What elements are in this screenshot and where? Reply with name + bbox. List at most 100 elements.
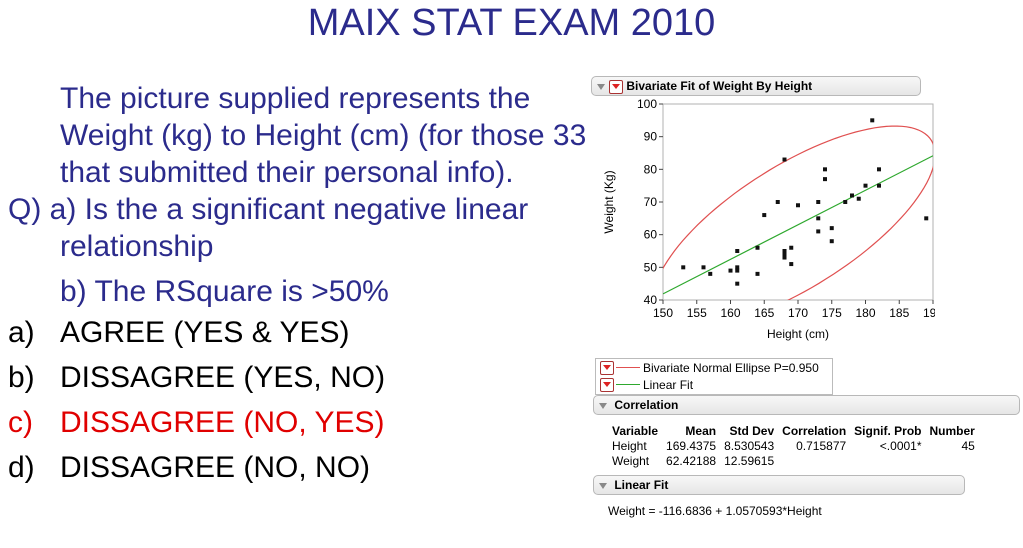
x-tick-label: 190 — [923, 306, 935, 320]
question-a: Q) a) Is the a significant negative line… — [8, 191, 590, 265]
question-b: b) The RSquare is >50% — [60, 275, 389, 308]
data-point — [708, 271, 713, 276]
legend-item-linear-fit: Linear Fit — [596, 376, 832, 393]
cell-variable: Height — [612, 439, 647, 453]
data-point — [735, 281, 740, 286]
option-d-text: DISSAGREE (NO, NO) — [60, 451, 371, 484]
option-c-label: c) — [8, 406, 33, 439]
option-b: b) DISSAGREE (YES, NO) — [8, 355, 590, 400]
x-tick-label: 165 — [754, 306, 774, 320]
cell-signif-prob: <.0001* — [879, 439, 922, 453]
col-correlation: Correlation — [782, 424, 847, 438]
data-point — [843, 200, 848, 204]
x-tick-label: 185 — [889, 306, 909, 320]
legend-swatch-ellipse — [616, 367, 640, 368]
fit-equation: Weight = -116.6836 + 1.0570593*Height — [608, 504, 822, 518]
x-tick-label: 170 — [788, 306, 808, 320]
linear-fit-title: Linear Fit — [614, 478, 669, 492]
cell-std-dev: 8.530543 — [724, 439, 775, 453]
bivariate-fit-title: Bivariate Fit of Weight By Height — [626, 79, 813, 93]
data-point — [782, 249, 787, 253]
cell-correlation — [778, 454, 850, 469]
data-point — [735, 268, 740, 273]
data-point — [775, 200, 780, 204]
plot-legend: Bivariate Normal Ellipse P=0.950 Linear … — [595, 358, 833, 395]
disclosure-triangle-icon[interactable] — [599, 402, 607, 409]
x-tick-label: 155 — [687, 306, 707, 320]
disclosure-triangle-icon[interactable] — [599, 482, 607, 489]
option-c-text: DISSAGREE (NO, YES) — [60, 406, 385, 439]
data-point — [789, 262, 794, 267]
red-triangle-menu-icon[interactable] — [600, 377, 614, 392]
data-point — [762, 213, 767, 218]
linear-fit-header[interactable]: Linear Fit — [593, 475, 965, 495]
y-tick-label: 50 — [644, 260, 658, 274]
question-a-prefix: Q) a) Is the a significant negative line… — [8, 193, 529, 226]
jmp-report: Bivariate Fit of Weight By Height 40 50 60… — [585, 72, 1023, 548]
data-point — [823, 167, 827, 172]
data-point — [816, 229, 821, 234]
legend-label-linear-fit: Linear Fit — [643, 377, 694, 392]
data-point — [796, 203, 800, 208]
cell-std-dev: 12.59615 — [724, 454, 775, 468]
option-a-text: AGREE (YES & YES) — [60, 316, 350, 349]
data-point — [735, 249, 740, 253]
data-point — [782, 157, 787, 162]
y-tick-label: 100 — [637, 98, 657, 111]
y-axis-label: Weight (Kg) — [602, 170, 616, 233]
x-axis-label: Height (cm) — [767, 327, 829, 341]
data-point — [681, 265, 686, 270]
disclosure-triangle-icon[interactable] — [597, 83, 605, 90]
cell-number — [926, 454, 979, 469]
option-d-label: d) — [8, 451, 35, 484]
cell-correlation: 0.715877 — [796, 439, 847, 453]
option-c: c) DISSAGREE (NO, YES) — [8, 400, 590, 445]
table-row: Height 169.4375 8.530543 0.715877 <.0001… — [608, 439, 979, 454]
option-b-label: b) — [8, 361, 35, 394]
col-number: Number — [929, 424, 975, 438]
data-point — [877, 167, 881, 172]
y-tick-label: 70 — [644, 195, 658, 209]
legend-swatch-linear-fit — [616, 384, 640, 385]
option-d: d) DISSAGREE (NO, NO) — [8, 445, 590, 490]
data-point — [816, 216, 821, 221]
correlation-table: Variable Mean Std Dev Correlation Signif… — [608, 424, 979, 469]
scatter-plot: 40 50 60 70 80 90 100 150 155 160 165 170 175 180 185… — [602, 98, 935, 341]
cell-variable: Weight — [612, 454, 650, 468]
col-signif-prob: Signif. Prob — [854, 424, 922, 438]
y-axis: 40 50 60 70 80 90 100 — [637, 98, 663, 307]
legend-label-ellipse: Bivariate Normal Ellipse P=0.950 — [643, 360, 819, 375]
col-std-dev: Std Dev — [729, 424, 775, 438]
col-mean: Mean — [685, 424, 717, 438]
data-point — [863, 183, 868, 188]
table-header-row: Variable Mean Std Dev Correlation Signif… — [608, 424, 979, 439]
data-point — [728, 268, 733, 273]
x-tick-label: 180 — [855, 306, 875, 320]
cell-mean: 62.42188 — [666, 454, 717, 468]
data-point — [850, 193, 854, 198]
slide-title: MAIX STAT EXAM 2010 — [307, 2, 716, 44]
correlation-header[interactable]: Correlation — [593, 395, 1020, 415]
data-point — [735, 265, 740, 270]
bivariate-fit-header[interactable]: Bivariate Fit of Weight By Height — [591, 76, 921, 96]
data-point — [924, 216, 929, 221]
data-points — [681, 118, 929, 286]
table-row: Weight 62.42188 12.59615 — [608, 454, 979, 469]
linear-fit-line — [663, 155, 933, 295]
correlation-title: Correlation — [614, 398, 679, 412]
y-tick-label: 80 — [644, 162, 658, 176]
cell-number: 45 — [961, 439, 975, 453]
x-tick-label: 150 — [653, 306, 673, 320]
data-point — [782, 252, 787, 257]
red-triangle-menu-icon[interactable] — [600, 360, 614, 375]
data-point — [870, 118, 875, 123]
legend-item-ellipse: Bivariate Normal Ellipse P=0.950 — [596, 359, 832, 376]
red-triangle-menu-icon[interactable] — [609, 79, 623, 94]
data-point — [877, 183, 881, 188]
data-point — [782, 255, 787, 260]
option-b-text: DISSAGREE (YES, NO) — [60, 361, 386, 394]
y-tick-label: 90 — [644, 130, 658, 144]
data-point — [755, 271, 760, 276]
col-variable: Variable — [612, 424, 659, 438]
data-point — [789, 245, 794, 250]
